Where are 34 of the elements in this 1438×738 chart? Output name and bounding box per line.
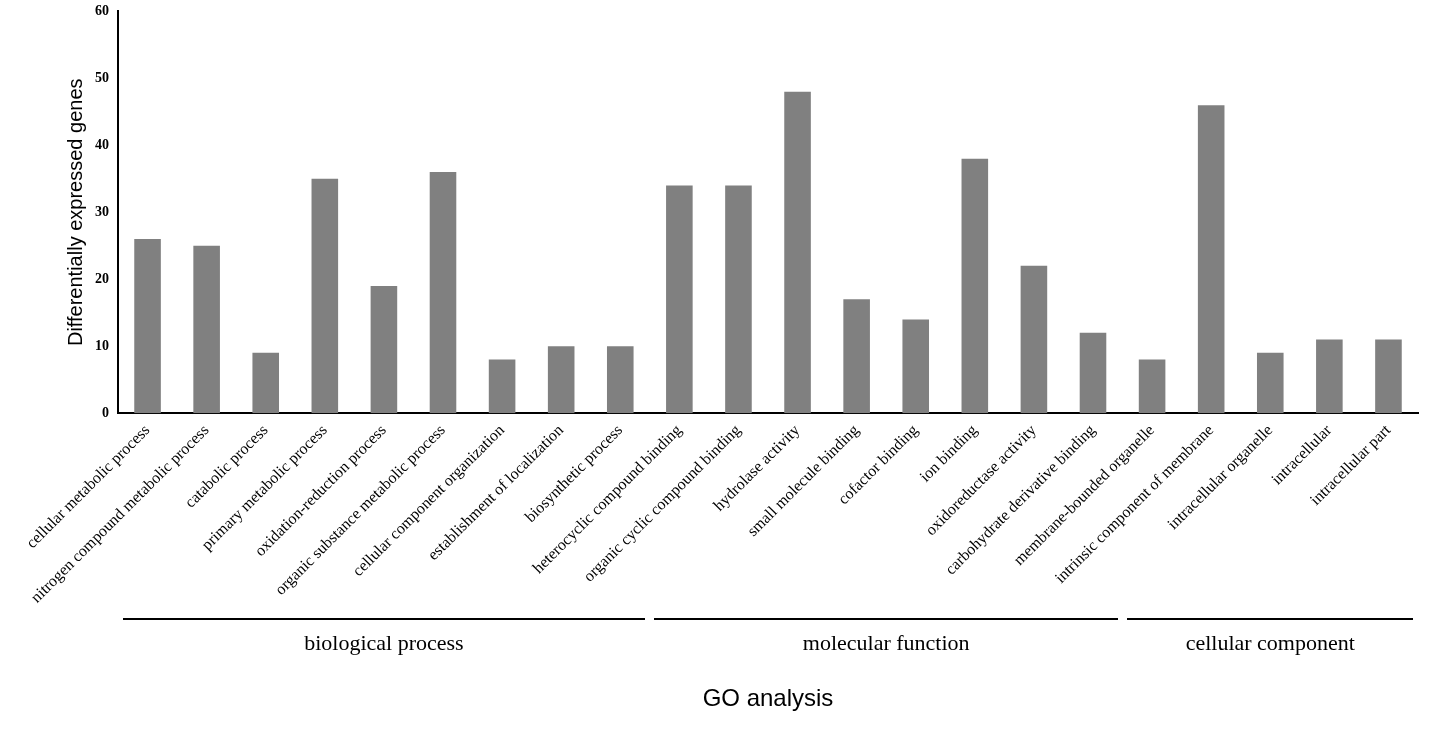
bar	[961, 158, 989, 414]
bar	[1020, 265, 1048, 414]
bar	[1197, 105, 1225, 414]
bar	[311, 178, 339, 414]
y-axis-title: Differentially expressed genes	[63, 78, 86, 347]
bar	[725, 185, 752, 414]
text: biological process	[303, 630, 465, 657]
y-tick-label: 40	[95, 136, 109, 152]
bar	[1138, 359, 1166, 414]
bar	[1079, 332, 1107, 414]
bar	[843, 299, 870, 414]
bar	[902, 319, 930, 414]
y-tick-label: 10	[95, 337, 109, 353]
y-tick-label: 30	[95, 203, 109, 219]
bar	[1375, 339, 1402, 414]
y-tick-label: 60	[95, 3, 109, 19]
bar	[429, 172, 457, 414]
bar	[1316, 339, 1343, 414]
y-tick-label: 0	[102, 404, 109, 420]
y-tick-label: 50	[95, 69, 109, 85]
y-tick-label: 20	[95, 270, 109, 286]
bar	[666, 185, 693, 414]
x-axis-title: GO analysis	[702, 684, 834, 712]
bar	[784, 91, 811, 414]
bar	[606, 346, 634, 414]
text: molecular function	[801, 630, 971, 657]
bar	[193, 245, 220, 414]
bar	[488, 359, 516, 414]
bar	[547, 346, 575, 414]
bar	[252, 352, 280, 414]
bar	[1256, 352, 1284, 414]
bar	[134, 239, 161, 414]
bar	[370, 285, 398, 414]
text: cellular component	[1184, 630, 1356, 657]
